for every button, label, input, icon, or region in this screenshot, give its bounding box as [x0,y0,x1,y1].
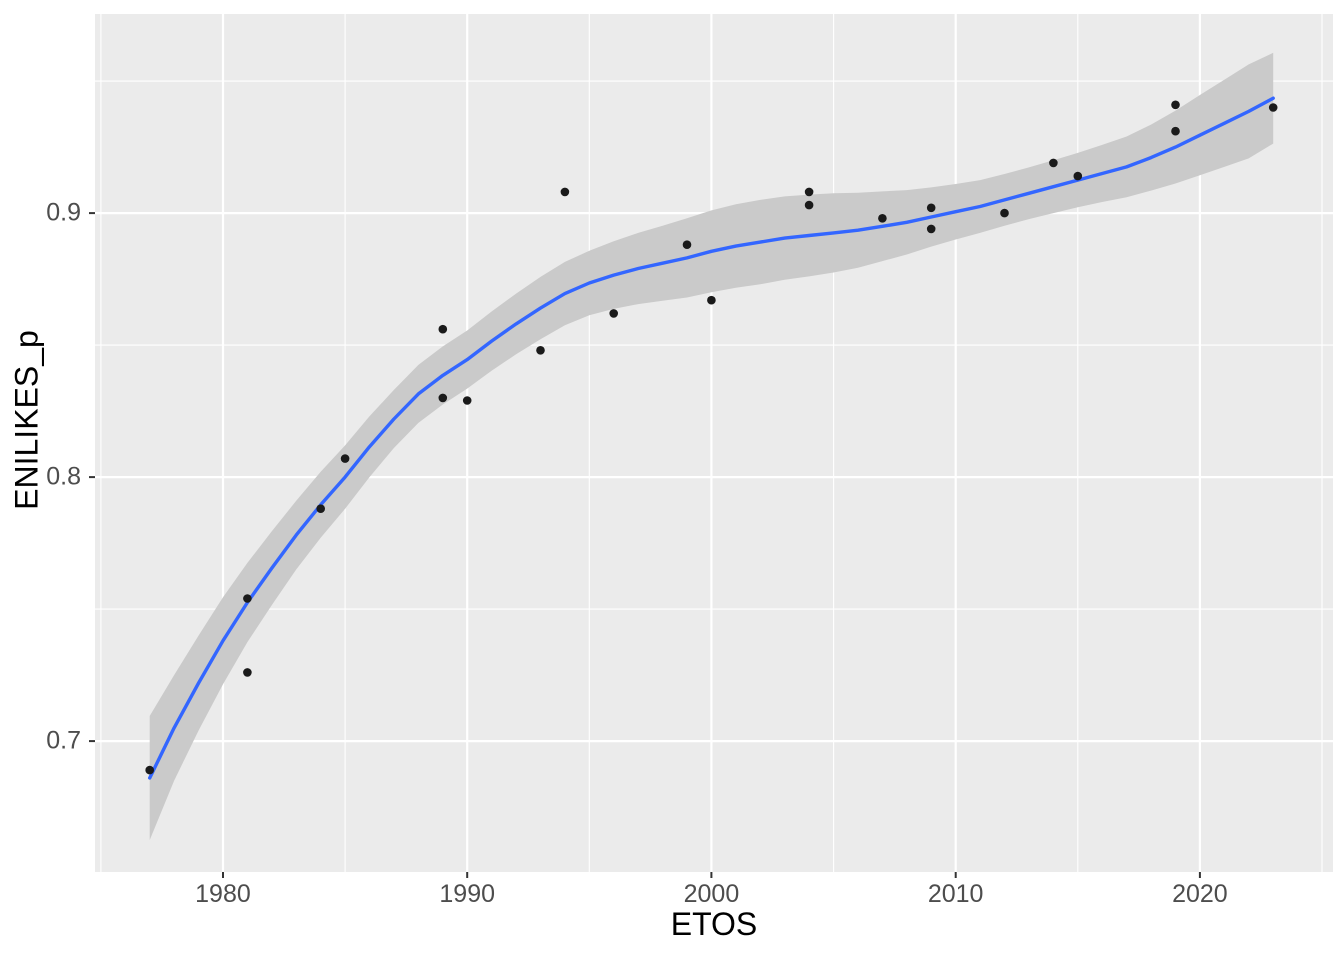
data-point [340,454,350,463]
smooth-line [148,96,1275,780]
ribbon-layer [149,52,1274,841]
data-point [438,324,448,334]
data-point [682,240,692,249]
axis-tick-marks [89,212,1201,878]
data-point [1171,100,1180,110]
y-tick-label: 0.7 [46,726,81,755]
data-point [804,187,814,197]
data-point [438,393,448,403]
data-point [926,224,936,234]
x-tick-label: 2000 [683,880,740,908]
data-point [1268,103,1278,112]
data-point [707,295,716,305]
plot-panel [89,14,1333,878]
smooth-layer [148,96,1275,780]
data-point [609,309,618,318]
x-tick-label: 2020 [1172,880,1228,908]
x-tick-label: 1990 [439,880,496,908]
data-point [560,187,570,197]
data-point [243,668,252,677]
data-point [243,594,252,603]
data-point [804,200,814,210]
data-point [316,504,325,513]
data-point [462,396,472,405]
data-point [878,214,887,223]
x-axis-title: ETOS [670,906,758,942]
gridlines-minor [95,14,1333,872]
data-point [145,765,154,775]
data-point [1049,158,1058,168]
y-tick-label: 0.9 [46,198,81,227]
data-point [926,203,936,213]
y-tick-label: 0.8 [46,462,81,491]
x-tick-label: 2010 [927,880,984,908]
data-point [536,346,545,355]
plot-area-svg [89,14,1333,878]
x-tick-label: 1980 [195,880,251,908]
data-point [1073,171,1083,181]
data-points [145,100,1278,775]
data-point [1000,208,1009,218]
confidence-ribbon [149,52,1274,841]
data-point [1171,126,1180,136]
gridlines-major [95,14,1333,872]
